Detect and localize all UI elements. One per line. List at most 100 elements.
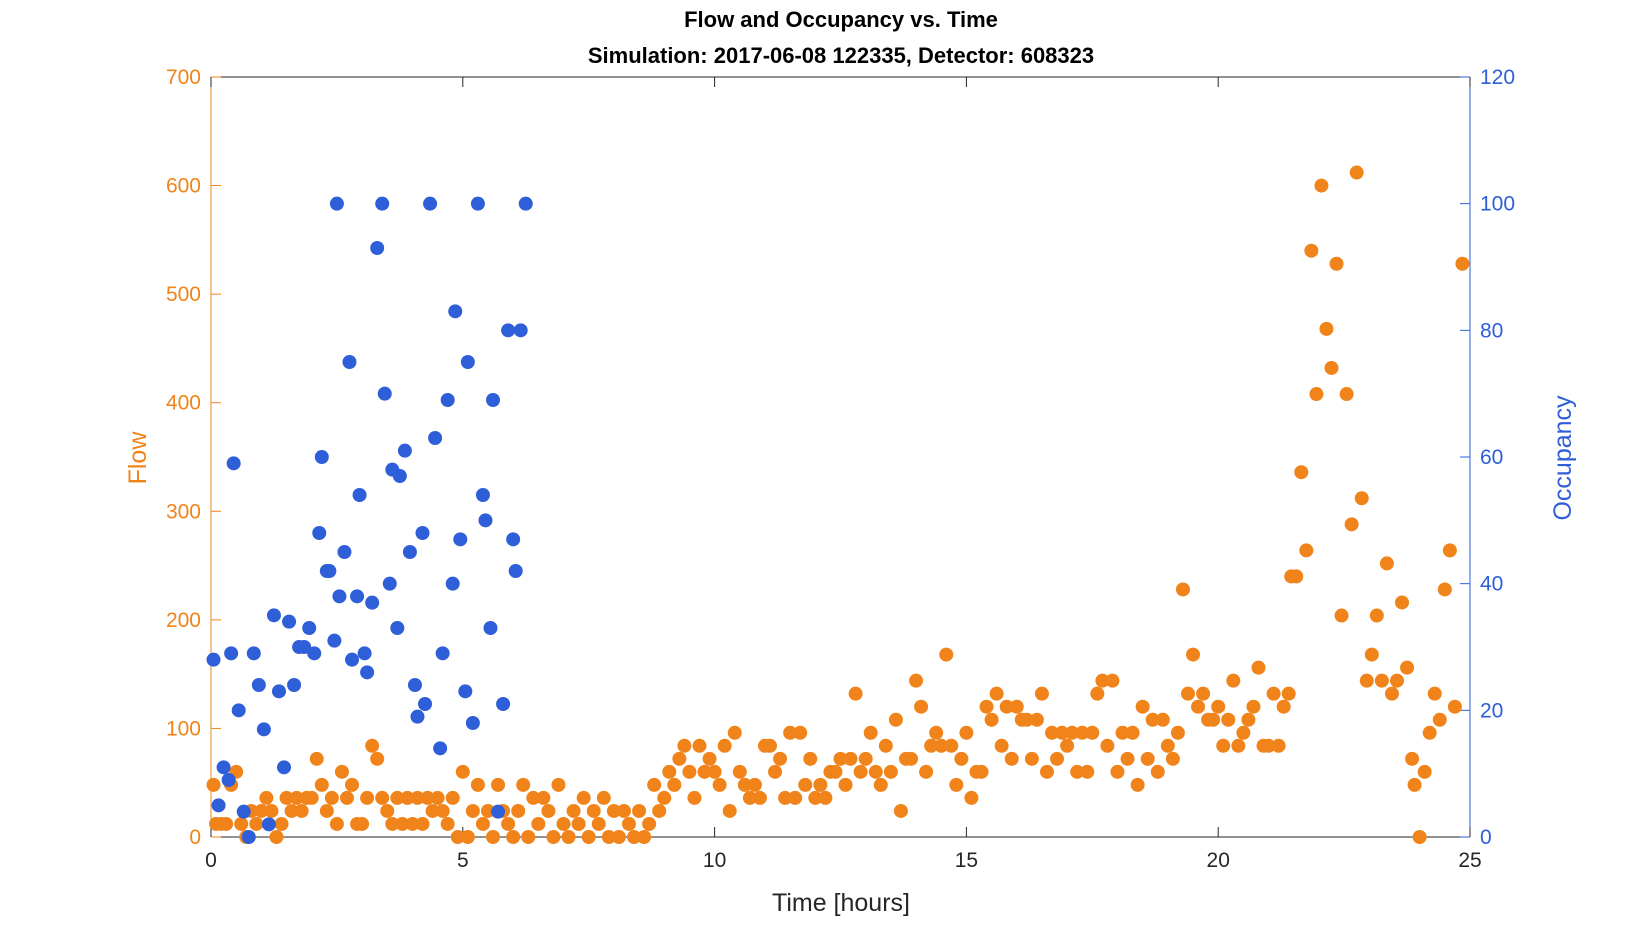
- flow-point: [762, 738, 777, 753]
- flow-point: [798, 777, 813, 792]
- occupancy-point: [251, 678, 266, 692]
- flow-point: [319, 803, 334, 818]
- flow-point: [339, 790, 354, 805]
- occupancy-point: [370, 241, 385, 255]
- flow-point: [742, 790, 757, 805]
- flow-point: [1374, 673, 1389, 688]
- flow-point: [1276, 699, 1291, 714]
- flow-point: [1455, 256, 1470, 271]
- flow-point: [546, 830, 561, 844]
- left-y-axis: 0 100 200 300 400 500 600 700: [166, 66, 221, 849]
- flow-point: [1075, 725, 1090, 740]
- occupancy-point: [365, 595, 380, 610]
- flow-point: [480, 803, 495, 818]
- flow-point: [304, 790, 319, 805]
- flow-point: [360, 790, 375, 805]
- occupancy-point: [465, 716, 480, 730]
- flow-point: [415, 816, 430, 831]
- flow-point: [939, 647, 954, 662]
- flow-point: [747, 777, 762, 792]
- flow-point: [904, 751, 919, 766]
- occupancy-point: [307, 646, 322, 661]
- flow-point: [1304, 243, 1319, 258]
- occupancy-point: [470, 196, 485, 211]
- x-tick-label: 0: [205, 849, 217, 872]
- occupancy-point: [478, 513, 493, 528]
- left-y-axis-label: Flow: [124, 431, 152, 485]
- occupancy-point: [491, 804, 506, 819]
- occupancy-point: [486, 393, 501, 407]
- flow-point: [355, 816, 370, 831]
- chart-title: Flow and Occupancy vs. Time: [684, 7, 998, 32]
- flow-point: [581, 830, 596, 844]
- occupancy-point: [312, 526, 327, 540]
- flow-point: [848, 686, 863, 701]
- occupancy-point: [342, 355, 357, 369]
- flow-point: [1196, 686, 1211, 701]
- flow-point: [1354, 491, 1369, 506]
- flow-point: [395, 816, 410, 831]
- flow-point: [1206, 712, 1221, 727]
- right-y-tick-label: 0: [1480, 826, 1492, 849]
- flow-point: [450, 830, 465, 844]
- flow-point: [1065, 725, 1080, 740]
- left-y-tick-label: 0: [189, 826, 201, 849]
- flow-point: [596, 790, 611, 805]
- flow-point: [909, 673, 924, 688]
- flow-point: [1417, 764, 1432, 779]
- occupancy-point: [506, 532, 521, 547]
- flow-point: [284, 803, 299, 818]
- flow-point: [1246, 699, 1261, 714]
- occupancy-point: [350, 589, 365, 604]
- flow-point: [1226, 673, 1241, 688]
- flow-point: [1125, 725, 1140, 740]
- right-y-tick-label: 120: [1480, 66, 1515, 89]
- flow-point: [1389, 673, 1404, 688]
- occupancy-point: [360, 665, 375, 680]
- occupancy-point: [221, 773, 236, 787]
- flow-point: [324, 790, 339, 805]
- flow-point: [1432, 712, 1447, 727]
- left-y-tick-label: 100: [166, 717, 201, 740]
- occupancy-point: [407, 678, 422, 692]
- flow-point: [793, 725, 808, 740]
- occupancy-point: [211, 798, 226, 813]
- flow-point: [385, 816, 400, 831]
- flow-point: [279, 790, 294, 805]
- flow-point: [1369, 608, 1384, 623]
- flow-point: [1150, 764, 1165, 779]
- plot-frame: [211, 76, 1470, 838]
- flow-point: [959, 725, 974, 740]
- occupancy-point: [226, 456, 241, 471]
- occupancy-point: [382, 576, 397, 591]
- occupancy-point: [390, 621, 405, 635]
- flow-point: [843, 751, 858, 766]
- flow-point: [521, 830, 536, 844]
- flow-point: [1211, 699, 1226, 714]
- flow-point: [1216, 738, 1231, 753]
- flow-point: [1384, 686, 1399, 701]
- flow-point: [1085, 725, 1100, 740]
- flow-point: [682, 764, 697, 779]
- flow-point: [888, 712, 903, 727]
- flow-point: [1266, 686, 1281, 701]
- flow-point: [1236, 725, 1251, 740]
- flow-point: [551, 777, 566, 792]
- flow-point: [853, 764, 868, 779]
- flow-point: [1349, 165, 1364, 180]
- flow-point: [1009, 699, 1024, 714]
- flow-point: [893, 803, 908, 818]
- flow-point: [647, 777, 662, 792]
- flow-point: [309, 751, 324, 766]
- flow-point: [420, 790, 435, 805]
- flow-point: [1437, 582, 1452, 597]
- flow-point: [1339, 387, 1354, 402]
- occupancy-point: [357, 646, 372, 661]
- flow-point: [1407, 777, 1422, 792]
- flow-point: [566, 803, 581, 818]
- flow-point: [1110, 764, 1125, 779]
- flow-point: [1442, 543, 1457, 558]
- flow-point: [702, 751, 717, 766]
- series-flow: [206, 165, 1470, 844]
- occupancy-point: [453, 532, 468, 547]
